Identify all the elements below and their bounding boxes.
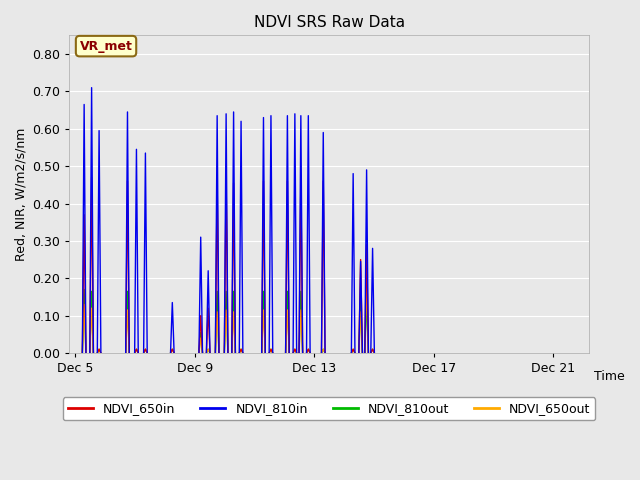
Y-axis label: Red, NIR, W/m2/s/nm: Red, NIR, W/m2/s/nm	[15, 128, 28, 261]
Text: VR_met: VR_met	[79, 40, 132, 53]
Text: Time: Time	[595, 371, 625, 384]
Legend: NDVI_650in, NDVI_810in, NDVI_810out, NDVI_650out: NDVI_650in, NDVI_810in, NDVI_810out, NDV…	[63, 397, 595, 420]
Title: NDVI SRS Raw Data: NDVI SRS Raw Data	[253, 15, 405, 30]
